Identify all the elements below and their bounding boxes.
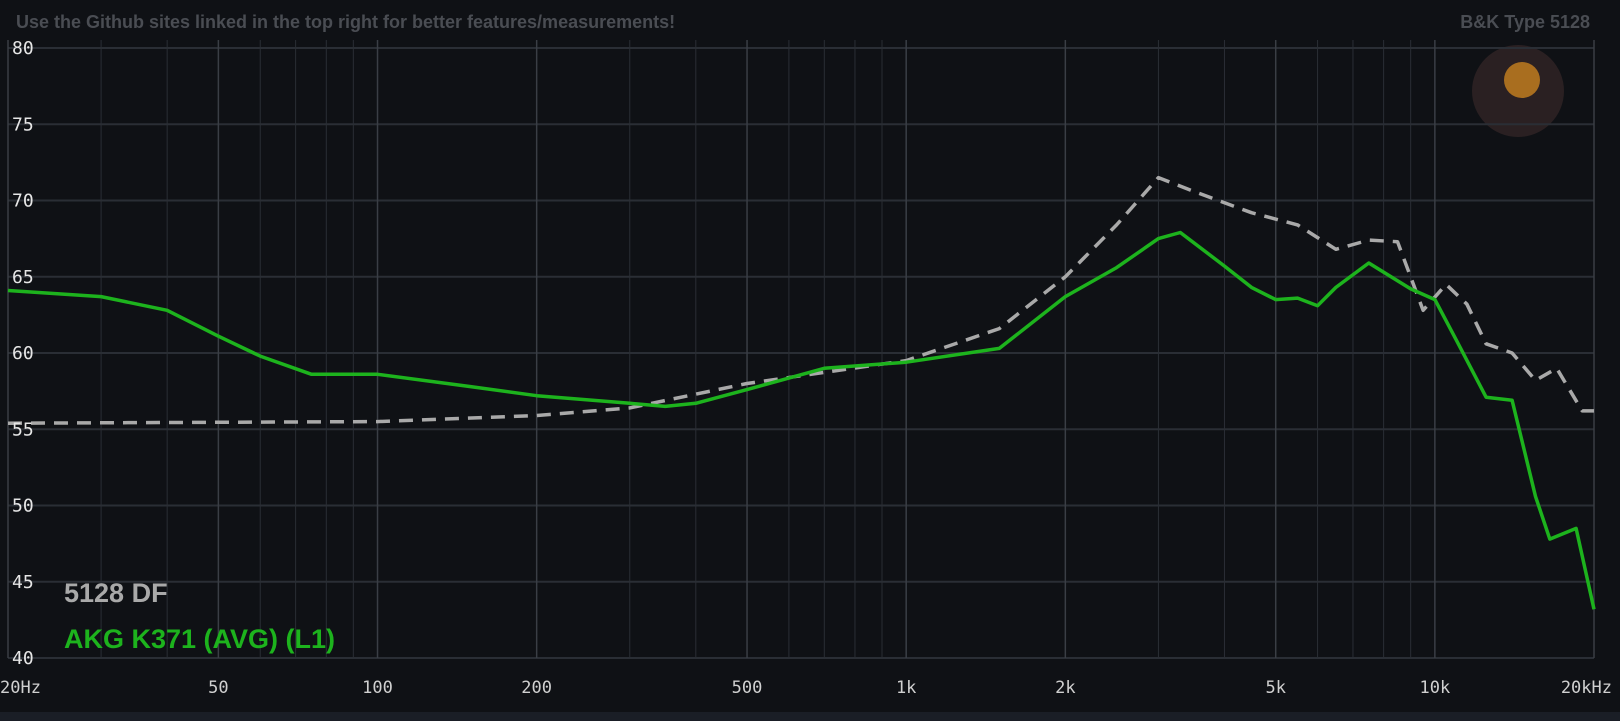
chart-title: Use the Github sites linked in the top r…	[16, 12, 675, 32]
x-tick-label: 20Hz	[0, 678, 41, 698]
y-tick-label: 45	[12, 572, 34, 593]
y-tick-label: 40	[12, 648, 34, 669]
logo-figure	[1504, 62, 1540, 98]
x-tick-label: 100	[362, 678, 393, 698]
x-tick-label: 10k	[1419, 678, 1450, 698]
y-tick-label: 50	[12, 496, 34, 517]
legend-entry: 5128 DF	[64, 578, 168, 608]
x-tick-label: 500	[732, 678, 763, 698]
y-tick-label: 70	[12, 191, 34, 212]
y-tick-label: 65	[12, 267, 34, 288]
legend-entry: AKG K371 (AVG) (L1)	[64, 624, 335, 654]
x-tick-label: 200	[521, 678, 552, 698]
series-line	[7, 230, 1596, 610]
x-tick-label: 20kHz	[1561, 678, 1612, 698]
x-tick-label: 50	[208, 678, 228, 698]
y-tick-label: 60	[12, 343, 34, 364]
footer-bar	[0, 712, 1620, 721]
y-tick-label: 75	[12, 114, 34, 135]
y-tick-label: 55	[12, 419, 34, 440]
x-tick-label: 5k	[1265, 678, 1285, 698]
rig-label: B&K Type 5128	[1460, 12, 1590, 32]
x-tick-label: 1k	[896, 678, 916, 698]
y-tick-label: 80	[12, 38, 34, 59]
series-line	[7, 175, 1594, 425]
x-tick-label: 2k	[1055, 678, 1075, 698]
